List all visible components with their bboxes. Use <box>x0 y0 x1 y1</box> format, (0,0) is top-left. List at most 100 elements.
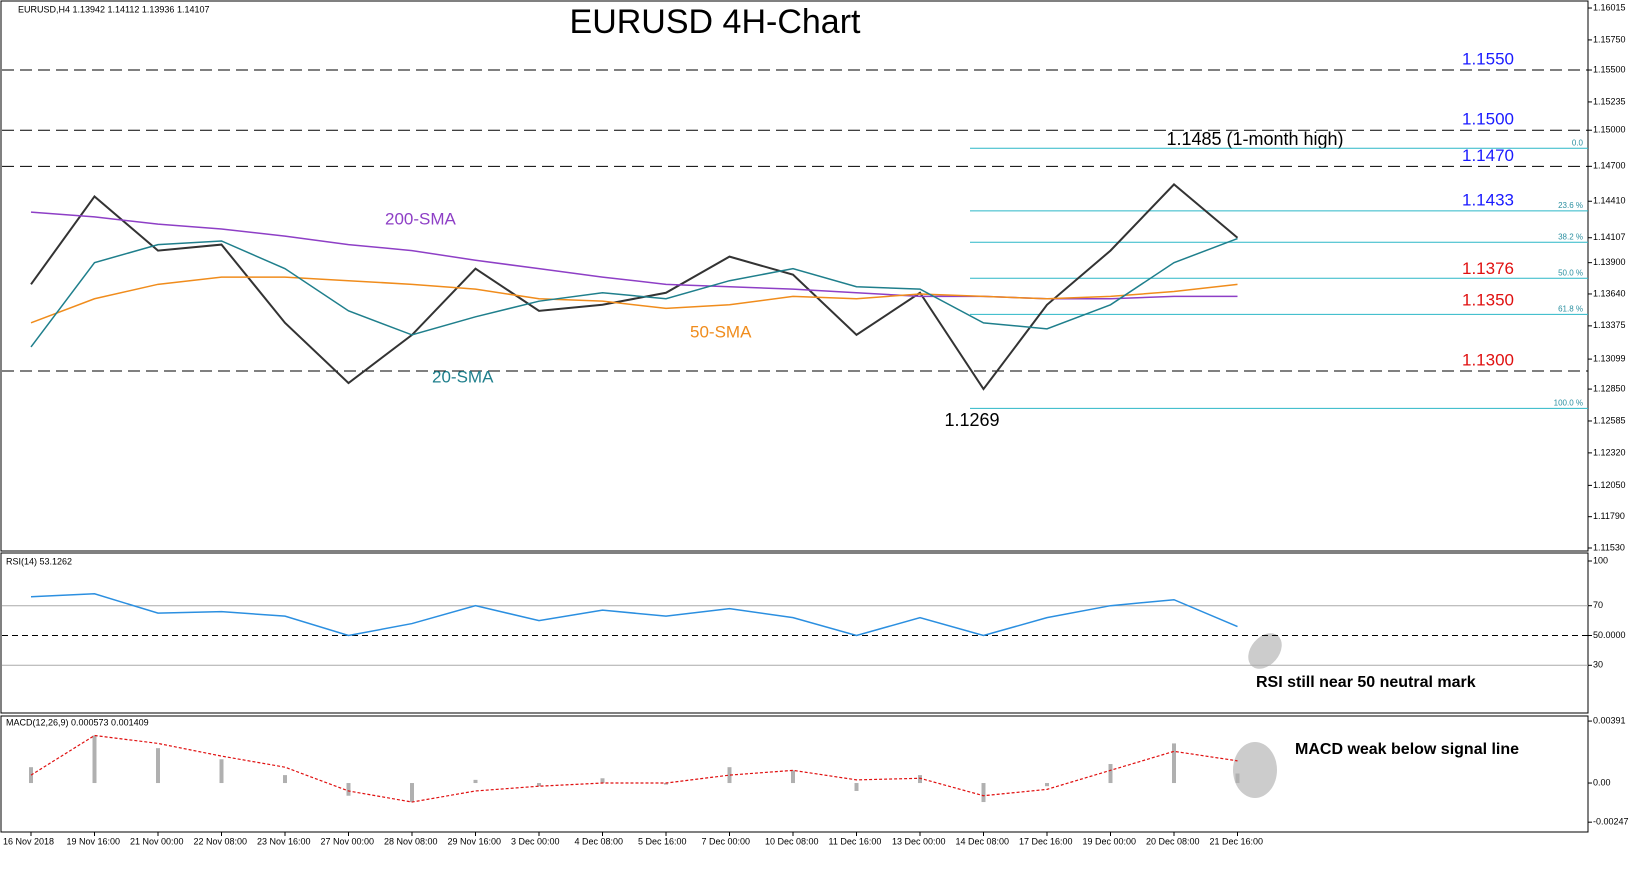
histogram-bar <box>1045 783 1049 787</box>
histogram-bar <box>410 783 414 803</box>
histogram-bar <box>283 775 287 784</box>
annotation: MACD weak below signal line <box>1295 741 1519 758</box>
histogram-bar <box>346 783 351 796</box>
y-tick-label: 50.0000 <box>1593 630 1626 640</box>
series-line <box>30 276 1238 324</box>
y-tick-label: 1.16015 <box>1593 2 1626 12</box>
histogram-bar <box>1108 764 1113 784</box>
y-tick-label: 1.12850 <box>1593 383 1626 393</box>
y-tick-label: 100 <box>1593 555 1608 565</box>
level-label: 1.1300 <box>1462 350 1514 369</box>
y-tick-label: 1.14700 <box>1593 161 1626 171</box>
histogram-bar <box>664 783 668 785</box>
y-tick-label: 1.15000 <box>1593 125 1626 135</box>
y-tick-label: 1.15750 <box>1593 34 1626 44</box>
y-tick-label: 0.00 <box>1593 777 1611 787</box>
x-tick-label: 5 Dec 16:00 <box>638 836 687 846</box>
x-tick-label: 17 Dec 16:00 <box>1019 836 1073 846</box>
series-line <box>30 183 1239 391</box>
y-tick-label: -0.00247 <box>1593 817 1629 827</box>
histogram-bar <box>219 759 224 784</box>
level-label: 1.1350 <box>1462 290 1514 309</box>
macd-frame <box>0 715 1589 833</box>
fib-label: 100.0 % <box>1554 398 1583 407</box>
histogram-bar <box>791 770 795 784</box>
series-line <box>30 237 1238 348</box>
x-tick-label: 21 Nov 00:00 <box>130 836 184 846</box>
x-tick-label: 3 Dec 00:00 <box>511 836 560 846</box>
histogram-bar <box>600 778 605 784</box>
x-tick-label: 29 Nov 16:00 <box>448 836 502 846</box>
histogram-bar <box>1172 743 1176 784</box>
series-label: 20-SMA <box>432 367 494 386</box>
x-tick-label: 13 Dec 00:00 <box>892 836 946 846</box>
y-tick-label: 1.15235 <box>1593 96 1626 106</box>
x-tick-label: 11 Dec 16:00 <box>829 836 882 846</box>
y-tick-label: 1.14107 <box>1593 232 1626 242</box>
highlight <box>1248 633 1282 669</box>
x-tick-label: 28 Nov 08:00 <box>384 836 438 846</box>
y-tick-label: 70 <box>1593 600 1603 610</box>
histogram-bar <box>537 783 541 787</box>
level-label: 1.1433 <box>1462 190 1514 209</box>
x-tick-label: 16 Nov 2018 <box>3 836 54 846</box>
x-tick-label: 14 Dec 08:00 <box>956 836 1010 846</box>
series-line <box>30 734 1238 803</box>
x-tick-label: 19 Nov 16:00 <box>67 836 121 846</box>
x-tick-label: 4 Dec 08:00 <box>575 836 624 846</box>
level-label: 1.1500 <box>1462 110 1514 129</box>
series-line <box>30 593 1238 637</box>
x-tick-label: 23 Nov 16:00 <box>257 836 311 846</box>
y-tick-label: 1.14410 <box>1593 196 1626 206</box>
header: EURUSD,H4 1.13942 1.14112 1.13936 1.1410… <box>18 4 209 14</box>
level-label: 1.1470 <box>1462 146 1514 165</box>
fib-label: 0.0 <box>1572 138 1584 147</box>
y-tick-label: 1.13375 <box>1593 320 1626 330</box>
x-tick-label: 19 Dec 00:00 <box>1083 836 1137 846</box>
fib-label: 50.0 % <box>1558 268 1583 277</box>
fib-label: 23.6 % <box>1558 201 1583 210</box>
main-frame <box>0 0 1589 552</box>
y-tick-label: 1.15500 <box>1593 64 1626 74</box>
fib-label: 61.8 % <box>1558 305 1583 314</box>
y-tick-label: 1.11530 <box>1593 542 1625 552</box>
histogram-bar <box>854 783 859 791</box>
y-tick-label: 1.13900 <box>1593 257 1626 267</box>
histogram-bar <box>981 783 986 803</box>
macd-title: MACD(12,26,9) 0.000573 0.001409 <box>6 717 149 727</box>
series-label: 50-SMA <box>690 322 752 341</box>
fib-label: 38.2 % <box>1558 232 1583 241</box>
series-line <box>30 211 1238 300</box>
histogram-bar <box>1235 773 1240 784</box>
x-tick-label: 10 Dec 08:00 <box>765 836 819 846</box>
series-label: 200-SMA <box>385 209 457 228</box>
x-tick-label: 7 Dec 00:00 <box>702 836 751 846</box>
y-tick-label: 30 <box>1593 660 1603 670</box>
y-tick-label: 1.13099 <box>1593 353 1626 363</box>
rsi-frame <box>0 552 1589 714</box>
level-label: 1.1376 <box>1462 259 1514 278</box>
histogram-bar <box>918 775 922 784</box>
x-tick-label: 20 Dec 08:00 <box>1146 836 1200 846</box>
x-tick-label: 21 Dec 16:00 <box>1210 836 1264 846</box>
y-tick-label: 1.13640 <box>1593 288 1626 298</box>
y-tick-label: 1.12585 <box>1593 415 1626 425</box>
chart-title: EURUSD 4H-Chart <box>570 3 861 41</box>
histogram-bar <box>727 767 732 784</box>
histogram-bar <box>92 735 97 784</box>
annotation: RSI still near 50 neutral mark <box>1256 674 1476 691</box>
rsi-title: RSI(14) 53.1262 <box>6 556 72 566</box>
y-tick-label: 1.12050 <box>1593 480 1626 490</box>
x-tick-label: 27 Nov 00:00 <box>321 836 375 846</box>
annotation: 1.1269 <box>944 410 999 430</box>
y-tick-label: 1.11790 <box>1593 511 1625 521</box>
level-label: 1.1550 <box>1462 50 1514 69</box>
y-tick-label: 1.12320 <box>1593 447 1626 457</box>
annotation: 1.1485 (1-month high) <box>1166 129 1343 149</box>
x-tick-label: 22 Nov 08:00 <box>194 836 248 846</box>
highlight <box>1233 742 1277 798</box>
histogram-bar <box>156 748 160 784</box>
y-tick-label: 0.00391 <box>1593 715 1626 725</box>
histogram-bar <box>473 779 478 784</box>
